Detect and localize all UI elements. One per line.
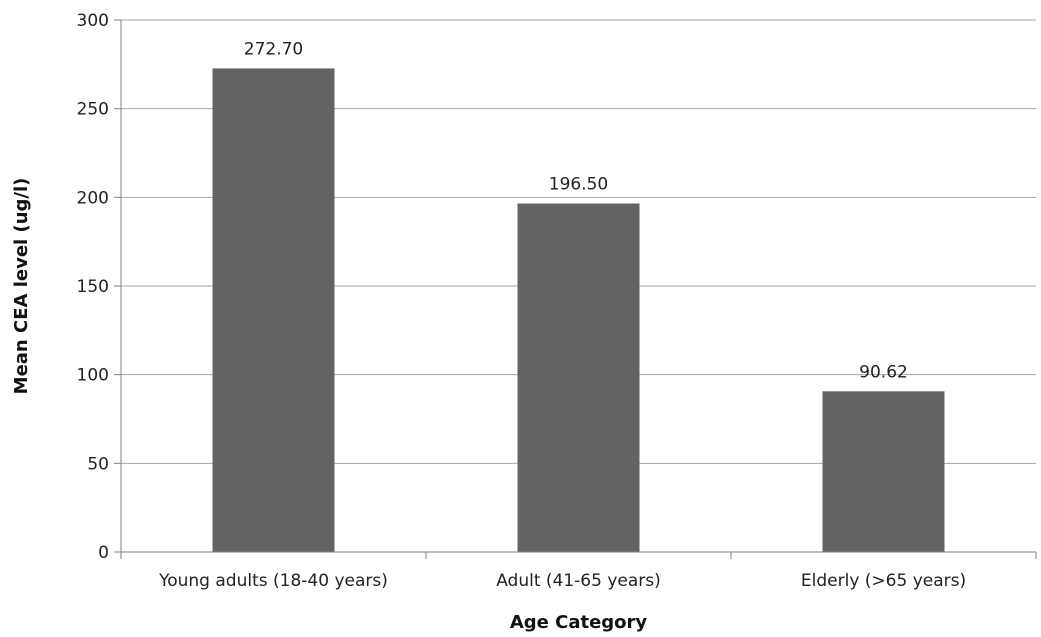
data-label: 272.70 <box>244 39 303 59</box>
y-tick-label: 250 <box>77 100 109 120</box>
y-axis-title: Mean CEA level (ug/l) <box>11 178 32 395</box>
x-tick-labels: Young adults (18-40 years) Adult (41-65 y… <box>158 571 966 591</box>
y-tick-label: 0 <box>98 543 109 563</box>
bar <box>517 203 640 553</box>
x-tick-label: Adult (41-65 years) <box>496 571 661 591</box>
data-label: 90.62 <box>859 362 908 382</box>
y-tick-labels: 0 50 100 150 200 250 300 <box>77 11 109 563</box>
x-axis-title: Age Category <box>510 612 648 633</box>
y-tick-label: 200 <box>77 188 109 208</box>
axes <box>114 19 1037 559</box>
bar <box>822 391 945 552</box>
y-tick-label: 300 <box>77 11 109 31</box>
y-tick-label: 150 <box>77 277 109 297</box>
data-labels: 272.70 196.50 90.62 <box>244 39 908 382</box>
x-tick-label: Young adults (18-40 years) <box>158 571 388 591</box>
data-label: 196.50 <box>549 175 608 195</box>
bars <box>212 68 945 553</box>
bar <box>212 68 335 553</box>
y-tick-label: 50 <box>87 454 109 474</box>
x-tick-label: Elderly (>65 years) <box>801 571 966 591</box>
y-tick-label: 100 <box>77 366 109 386</box>
